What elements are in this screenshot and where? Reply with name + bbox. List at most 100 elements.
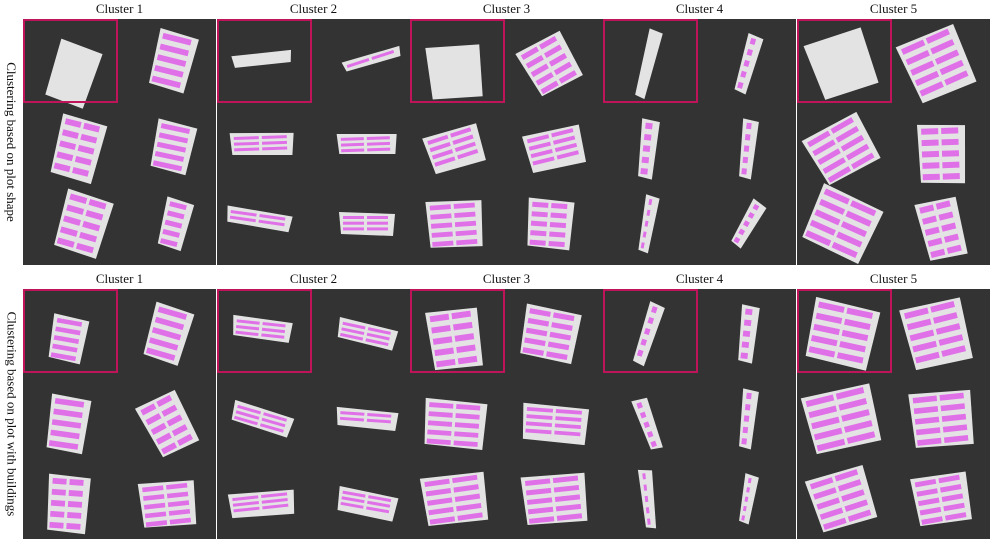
building-footprint: [453, 484, 479, 493]
building-footprint: [845, 143, 870, 161]
building-footprint: [259, 423, 284, 433]
cluster-title: Cluster 3: [482, 1, 531, 16]
plot-outline: [638, 194, 660, 254]
building-footprint: [816, 497, 841, 510]
building-footprint: [432, 240, 454, 247]
building-footprint: [145, 413, 162, 426]
building-footprint: [530, 63, 549, 78]
building-footprint: [232, 501, 259, 507]
building-footprint: [368, 495, 392, 503]
plot-shape: [337, 317, 399, 351]
building-footprint: [551, 203, 568, 210]
building-footprint: [642, 231, 647, 238]
building-footprint: [746, 122, 752, 130]
building-footprint: [451, 310, 472, 320]
building-footprint: [840, 134, 865, 152]
building-footprint: [154, 151, 185, 162]
plot-outline: [45, 38, 103, 109]
building-footprint: [909, 329, 935, 342]
building-footprint: [934, 49, 960, 65]
building-footprint: [53, 162, 71, 173]
building-footprint: [747, 477, 752, 484]
building-footprint: [145, 347, 176, 361]
building-footprint: [162, 228, 180, 238]
building-footprint: [808, 346, 836, 358]
building-footprint: [640, 167, 648, 175]
building-footprint: [371, 49, 395, 60]
building-footprint: [809, 477, 834, 490]
building-footprint: [456, 238, 478, 246]
building-footprint: [154, 64, 184, 78]
building-footprint: [834, 469, 859, 482]
building-footprint: [836, 231, 863, 248]
building-footprint: [343, 221, 364, 225]
building-footprint: [427, 420, 453, 427]
building-footprint: [822, 157, 846, 174]
building-footprint: [554, 423, 581, 430]
building-footprint: [259, 214, 286, 221]
building-footprint: [740, 352, 748, 359]
building-footprint: [817, 148, 841, 166]
cluster-panel: [217, 289, 410, 539]
building-footprint: [817, 301, 845, 313]
building-footprint: [262, 322, 286, 328]
building-footprint: [526, 134, 550, 144]
plot-shape: [914, 196, 968, 261]
building-footprint: [452, 134, 474, 145]
building-footprint: [59, 226, 78, 237]
building-footprint: [457, 148, 479, 160]
building-footprint: [742, 156, 749, 164]
building-footprint: [941, 150, 960, 157]
building-footprint: [367, 216, 388, 219]
building-footprint: [930, 39, 955, 55]
building-footprint: [551, 128, 574, 138]
building-footprint: [645, 122, 653, 130]
plot-shape: [520, 472, 588, 526]
building-footprint: [549, 331, 572, 341]
plot-shape: [419, 471, 489, 526]
building-footprint: [168, 508, 191, 516]
building-footprint: [919, 81, 944, 97]
building-footprint: [525, 55, 544, 69]
building-footprint: [430, 213, 452, 220]
building-footprint: [339, 416, 365, 422]
plot-shape: [46, 393, 92, 455]
building-footprint: [809, 219, 836, 236]
building-footprint: [233, 141, 260, 146]
building-footprint: [850, 200, 877, 217]
building-footprint: [140, 403, 157, 416]
building-footprint: [900, 39, 926, 55]
plot-shape: [143, 301, 195, 366]
plot-shape: [899, 297, 973, 371]
building-footprint: [455, 413, 480, 420]
cluster-panel: [410, 289, 603, 539]
building-footprint: [367, 500, 391, 508]
plot-grid: [801, 23, 977, 265]
building-footprint: [261, 492, 288, 499]
plot-shape: [637, 469, 657, 529]
building-footprint: [921, 215, 938, 225]
building-footprint: [524, 337, 546, 347]
building-footprint: [48, 440, 79, 450]
plot-shape: [227, 489, 295, 519]
building-footprint: [941, 345, 966, 357]
building-footprint: [837, 479, 862, 492]
building-footprint: [453, 202, 475, 209]
building-footprint: [813, 323, 840, 336]
building-footprint: [932, 312, 958, 324]
building-footprint: [930, 301, 955, 313]
plot-shape: [631, 397, 663, 450]
representative-highlight: [797, 289, 892, 373]
plot-shape: [802, 183, 884, 265]
cluster-panel: [603, 289, 796, 539]
building-footprint: [744, 496, 749, 502]
building-footprint: [641, 156, 650, 164]
cluster-title: Cluster 5: [869, 271, 918, 286]
building-footprint: [166, 491, 189, 499]
building-footprint: [552, 475, 579, 484]
building-footprint: [230, 210, 257, 217]
building-footprint: [914, 478, 937, 488]
plot-shape: [522, 402, 590, 446]
building-footprint: [82, 220, 101, 232]
building-footprint: [229, 215, 256, 223]
